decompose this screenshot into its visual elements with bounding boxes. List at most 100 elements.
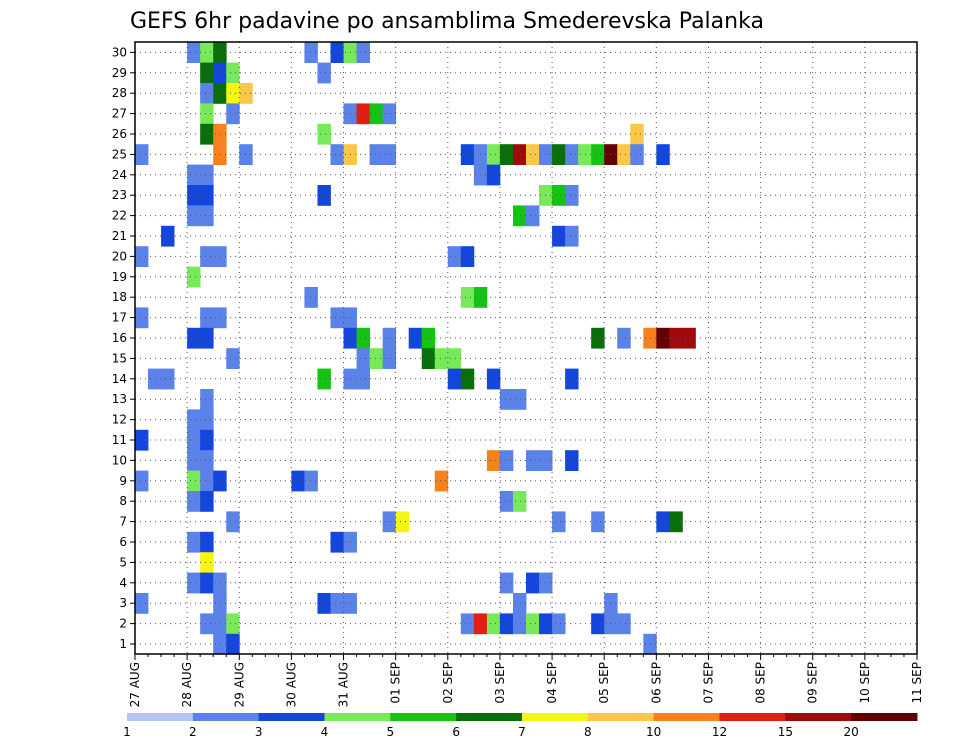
heatmap-cell (630, 123, 644, 145)
heatmap-cell (213, 123, 227, 145)
heatmap-cell (395, 511, 410, 533)
colorbar-swatch (324, 713, 391, 721)
heatmap-cell (578, 144, 592, 165)
heatmap-cell (304, 42, 318, 63)
heatmap-cell (226, 633, 240, 655)
colorbar-label: 5 (387, 725, 395, 739)
heatmap-cell (656, 511, 670, 533)
heatmap-cell (226, 613, 240, 635)
colorbar (127, 713, 918, 721)
heatmap-cell (526, 205, 540, 227)
x-tick-label: 05 SEP (597, 662, 611, 704)
x-tick-label: 11 SEP (910, 662, 924, 704)
heatmap-cell (512, 144, 527, 165)
heatmap-cell (512, 593, 527, 614)
chart-title: GEFS 6hr padavine po ansamblima Smederev… (130, 9, 764, 34)
heatmap-cell (499, 389, 514, 410)
heatmap-cell (460, 613, 475, 635)
y-tick-label: 29 (112, 66, 127, 80)
colorbar-label: 15 (778, 725, 793, 739)
heatmap-cell (213, 62, 227, 84)
heatmap-cell (161, 225, 175, 247)
x-tick-label: 06 SEP (649, 662, 663, 704)
heatmap-cell (200, 572, 214, 594)
heatmap-cell (330, 531, 344, 553)
heatmap-cell (200, 450, 214, 471)
heatmap-cell (148, 368, 162, 390)
heatmap-cell (200, 327, 214, 349)
x-tick-label: 27 AUG (128, 662, 142, 707)
x-tick-label: 02 SEP (441, 662, 455, 704)
heatmap-cell (486, 368, 501, 390)
heatmap-cell (135, 470, 149, 492)
y-tick-label: 24 (112, 168, 127, 182)
heatmap-cell (187, 470, 201, 492)
heatmap-cell (330, 593, 344, 614)
heatmap-cell (591, 327, 605, 349)
heatmap-cell (213, 470, 227, 492)
heatmap-cell (512, 389, 527, 410)
heatmap-cell (213, 613, 227, 635)
heatmap-cell (656, 327, 670, 349)
heatmap-cell (135, 429, 149, 451)
heatmap-cell (200, 205, 214, 227)
heatmap-cell (187, 572, 201, 594)
heatmap-cell (591, 144, 605, 165)
heatmap-cell (200, 389, 214, 410)
heatmap-cell (291, 470, 305, 492)
heatmap-cell (226, 511, 240, 533)
heatmap-cell (421, 348, 436, 369)
grid-lines (135, 42, 917, 654)
colorbar-label: 3 (255, 725, 263, 739)
heatmap-cell (356, 368, 370, 390)
heatmap-cell (434, 348, 449, 369)
heatmap-cell (369, 103, 384, 125)
heatmap-cell (226, 348, 240, 369)
heatmap-cell (486, 450, 501, 471)
heatmap-cell (161, 368, 175, 390)
heatmap-cell (200, 307, 214, 329)
y-tick-label: 17 (112, 311, 127, 325)
heatmap-cell (187, 164, 201, 186)
heatmap-cell (317, 123, 331, 145)
heatmap-cell (200, 531, 214, 553)
heatmap-cell (187, 531, 201, 553)
heatmap-cell (200, 62, 214, 84)
heatmap-cell (565, 185, 579, 206)
heatmap-cell (187, 491, 201, 512)
heatmap-cell (499, 450, 514, 471)
heatmap-cell (200, 83, 214, 104)
colorbar-swatch (127, 713, 194, 721)
heatmap-cell (552, 225, 566, 247)
heatmap-cell (369, 348, 384, 369)
heatmap-cell (135, 246, 149, 267)
heatmap-cell (356, 103, 370, 125)
x-tick-label: 09 SEP (806, 662, 820, 704)
heatmap-cell (200, 164, 214, 186)
heatmap-cell (200, 246, 214, 267)
heatmap-cell (187, 450, 201, 471)
y-tick-label: 16 (112, 331, 127, 345)
heatmap-cell (434, 470, 449, 492)
colorbar-swatch (719, 713, 786, 721)
y-axis: 1234567891011121314151617181920212223242… (112, 45, 135, 651)
y-tick-label: 3 (119, 596, 127, 610)
y-tick-label: 30 (112, 45, 127, 59)
colorbar-label: 7 (518, 725, 526, 739)
y-tick-label: 9 (119, 474, 127, 488)
heatmap-cell (682, 327, 696, 349)
heatmap-cell (187, 429, 201, 451)
colorbar-label: 1 (123, 725, 131, 739)
x-tick-label: 03 SEP (493, 662, 507, 704)
colorbar-swatch (390, 713, 457, 721)
y-tick-label: 13 (112, 392, 127, 406)
heatmap-cell (526, 613, 540, 635)
heatmap-cell (512, 491, 527, 512)
heatmap-cell (213, 246, 227, 267)
y-tick-label: 6 (119, 535, 127, 549)
heatmap-cell (382, 327, 397, 349)
heatmap-cell (187, 409, 201, 431)
heatmap-cell (565, 144, 579, 165)
y-tick-label: 23 (112, 188, 127, 202)
x-tick-label: 30 AUG (284, 662, 298, 707)
